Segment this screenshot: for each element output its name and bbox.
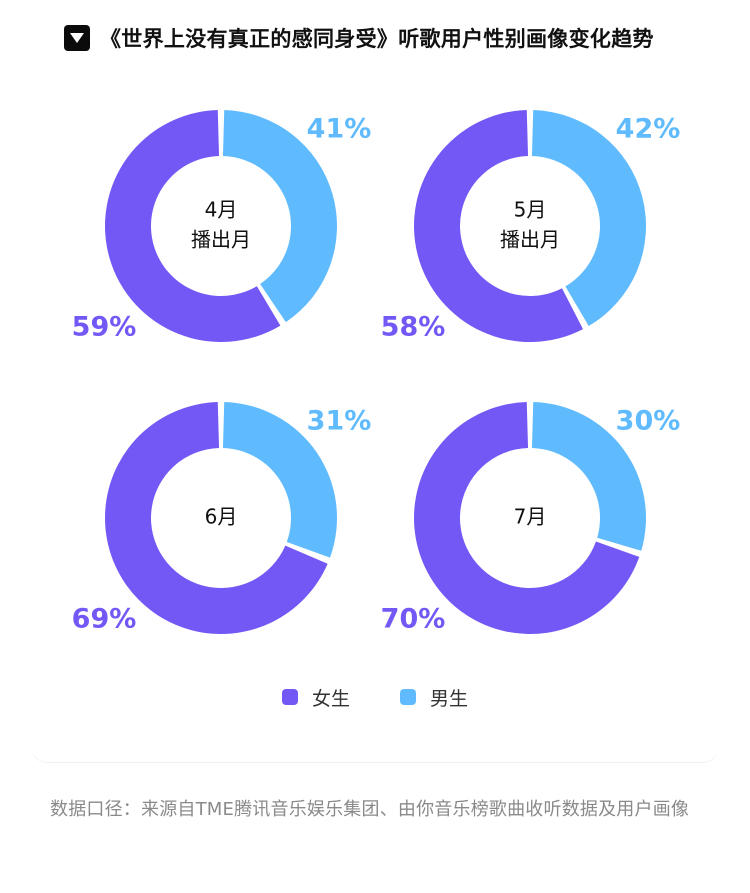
female-percent-label: 58% (381, 312, 446, 343)
legend-item-male: 男生 (400, 684, 468, 711)
legend-label-female: 女生 (311, 687, 350, 710)
chart-title: 《世界上没有真正的感同身受》听歌用户性别画像变化趋势 (100, 27, 654, 51)
legend-label-male: 男生 (430, 687, 469, 710)
slice-male (222, 402, 337, 558)
chart-header: 《世界上没有真正的感同身受》听歌用户性别画像变化趋势 (64, 18, 704, 58)
male-percent-label: 31% (307, 406, 372, 437)
legend-item-female: 女生 (281, 684, 350, 711)
chart-legend: 女生 男生 (0, 682, 750, 712)
donut-center-label: 4月 (205, 198, 238, 222)
slice-female (414, 110, 584, 342)
donut-center-label: 7月 (514, 505, 547, 529)
female-percent-label: 70% (381, 604, 446, 635)
male-percent-label: 42% (616, 114, 681, 145)
male-percent-label: 30% (616, 406, 681, 437)
slice-female (104, 402, 328, 635)
data-source-note: 数据口径：来源自TME腾讯音乐娱乐集团、由你音乐榜歌曲收听数据及用户画像 (50, 799, 690, 820)
slice-female (105, 110, 281, 342)
card-bottom-edge (30, 700, 720, 763)
slice-female (413, 402, 640, 634)
slice-male (531, 110, 646, 327)
donut-chart-4: 7月 30% 70% (381, 402, 681, 635)
donut-chart-3: 6月 31% 69% (72, 402, 372, 635)
legend-swatch-female (281, 689, 298, 705)
triangle-down-icon[interactable] (64, 25, 90, 51)
male-percent-label: 41% (307, 114, 372, 145)
female-percent-label: 59% (72, 312, 137, 343)
donut-center-label: 6月 (205, 505, 238, 529)
slice-male (222, 110, 338, 323)
female-percent-label: 69% (72, 604, 137, 635)
legend-swatch-male (400, 689, 416, 705)
donut-center-label: 播出月 (191, 228, 251, 252)
donut-center-label: 5月 (514, 198, 547, 222)
slice-male (531, 402, 646, 551)
donut-center-label: 播出月 (500, 228, 560, 252)
